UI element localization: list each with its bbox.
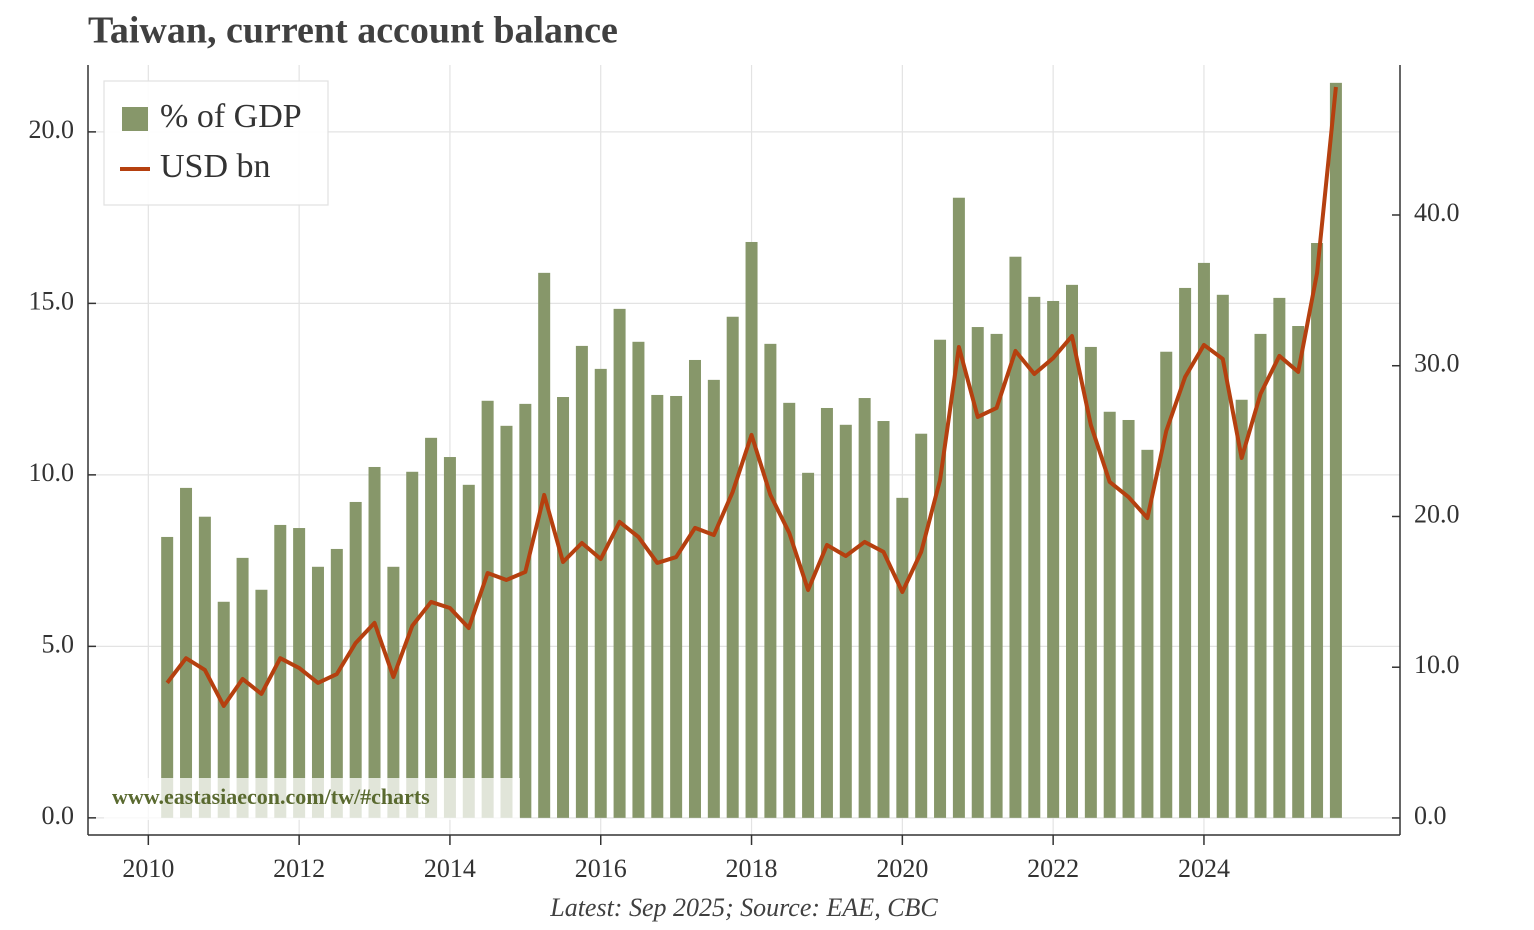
x-tick-label: 2018: [726, 854, 778, 883]
bar: [1160, 351, 1173, 818]
bar: [1235, 399, 1248, 818]
bar: [670, 395, 683, 818]
y-tick-label: 0.0: [42, 801, 75, 830]
bar: [538, 272, 551, 818]
x-tick-label: 2010: [122, 854, 174, 883]
bar: [1216, 294, 1229, 818]
x-tick-label: 2024: [1178, 854, 1230, 883]
x-tick-label: 2022: [1027, 854, 1079, 883]
bar: [575, 345, 588, 818]
y2-tick-label: 30.0: [1414, 349, 1460, 378]
bar: [839, 424, 852, 818]
x-tick-label: 2012: [273, 854, 325, 883]
y-tick-label: 15.0: [29, 286, 75, 315]
bar: [594, 368, 607, 818]
bar: [820, 407, 833, 818]
bar: [934, 339, 947, 818]
y2-tick-label: 0.0: [1414, 801, 1447, 830]
bar: [236, 557, 249, 818]
bar: [764, 343, 777, 818]
y-tick-label: 20.0: [29, 115, 75, 144]
bar: [198, 516, 211, 818]
legend-label: USD bn: [160, 148, 271, 185]
bar: [443, 457, 456, 818]
bar: [161, 536, 174, 818]
bar: [1329, 82, 1342, 818]
bar: [274, 524, 287, 818]
bar: [1028, 296, 1041, 818]
watermark-bg: [104, 778, 520, 820]
bar: [519, 403, 532, 818]
bar: [915, 433, 928, 818]
bar: [877, 421, 890, 818]
bar: [896, 497, 909, 818]
bar: [1103, 411, 1116, 818]
bar: [1311, 243, 1324, 818]
bar: [462, 484, 475, 818]
bar: [1122, 419, 1135, 818]
bar: [632, 341, 645, 818]
bar: [557, 397, 570, 818]
bar: [783, 402, 796, 818]
bar: [1292, 326, 1305, 818]
bar: [180, 487, 193, 818]
bar: [1009, 256, 1022, 818]
bar: [255, 589, 268, 818]
legend-swatch: [122, 107, 148, 131]
bar: [1254, 333, 1267, 818]
y2-tick-label: 10.0: [1414, 650, 1460, 679]
bar: [745, 241, 758, 818]
bar: [311, 566, 324, 818]
bar: [425, 437, 438, 818]
bar: [858, 398, 871, 818]
watermark: www.eastasiaecon.com/tw/#charts: [112, 784, 430, 809]
bar: [1273, 297, 1286, 818]
bar: [349, 501, 362, 818]
bar: [726, 316, 739, 818]
bar: [387, 566, 400, 818]
line: [165, 86, 1338, 708]
x-tick-label: 2020: [876, 854, 928, 883]
footnote: Latest: Sep 2025; Source: EAE, CBC: [549, 893, 938, 922]
x-tick-label: 2014: [424, 854, 476, 883]
y-tick-label: 5.0: [42, 629, 75, 658]
bar: [1047, 300, 1060, 818]
legend-label: % of GDP: [160, 98, 302, 135]
legend-box: [103, 80, 329, 206]
bar: [368, 466, 381, 818]
bar: [1141, 449, 1154, 818]
bar: [217, 601, 230, 818]
bar: [688, 359, 701, 818]
y2-tick-label: 20.0: [1414, 499, 1460, 528]
bar: [406, 471, 419, 818]
bar: [707, 379, 720, 818]
bar: [1066, 284, 1078, 818]
bar: [293, 528, 306, 818]
chart-title: Taiwan, current account balance: [88, 10, 618, 52]
bar: [952, 197, 965, 818]
y-tick-label: 10.0: [29, 458, 75, 487]
bar: [1197, 262, 1210, 818]
y2-tick-label: 40.0: [1414, 198, 1460, 227]
bar: [971, 327, 984, 818]
x-tick-label: 2016: [575, 854, 627, 883]
bar: [1179, 287, 1192, 818]
bar: [990, 333, 1003, 818]
bar: [802, 472, 815, 818]
bar: [1084, 346, 1097, 818]
bar: [613, 308, 626, 818]
bar: [330, 548, 343, 818]
bar: [500, 425, 513, 818]
bar: [481, 400, 494, 818]
bar: [651, 394, 664, 818]
